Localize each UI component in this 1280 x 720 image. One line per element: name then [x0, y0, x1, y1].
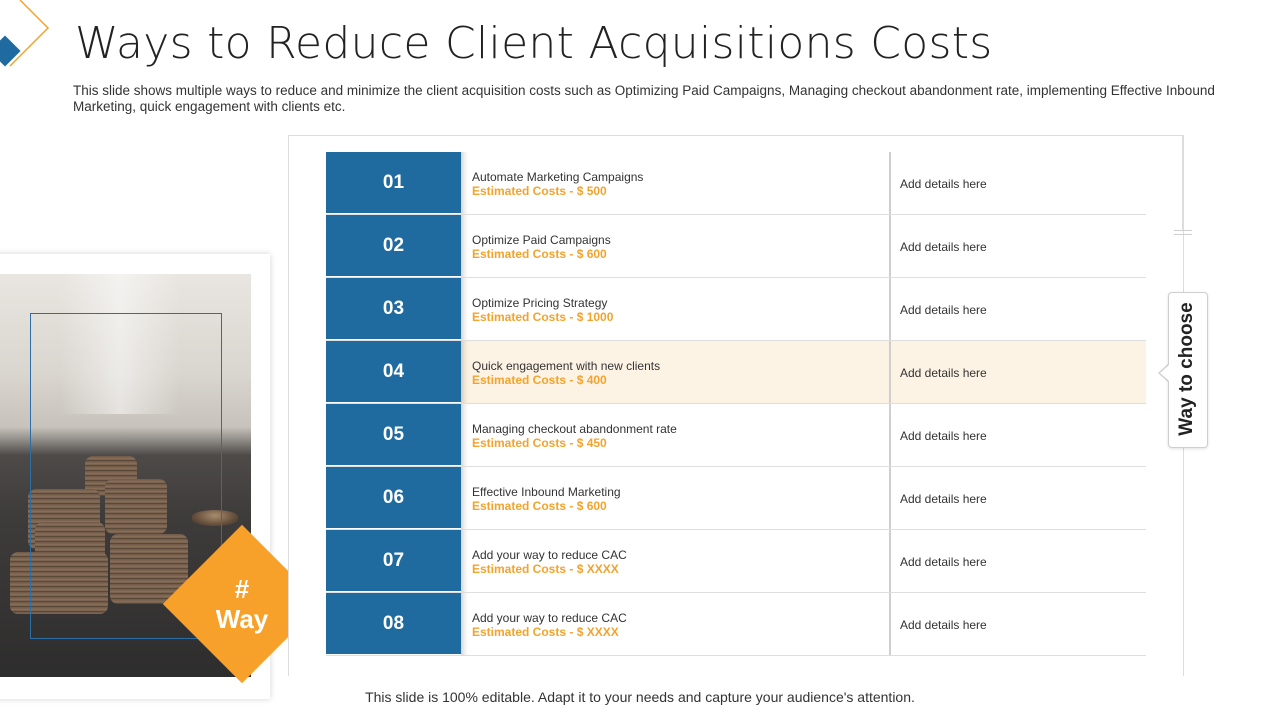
details-text: Add details here [900, 492, 987, 506]
table-row: 01 Automate Marketing Campaigns Estimate… [326, 152, 1146, 215]
column-divider [889, 341, 891, 403]
details-text: Add details here [900, 555, 987, 569]
row-description: Quick engagement with new clients Estima… [461, 341, 889, 403]
row-details: Add details here [891, 152, 1146, 214]
way-name: Optimize Pricing Strategy [472, 296, 608, 310]
row-description: Add your way to reduce CAC Estimated Cos… [461, 593, 889, 655]
frame-tick-line [1174, 234, 1192, 235]
column-divider [889, 467, 891, 529]
row-details: Add details here [891, 215, 1146, 277]
way-name: Optimize Paid Campaigns [472, 233, 611, 247]
details-text: Add details here [900, 618, 987, 632]
estimated-cost: Estimated Costs - $ 1000 [472, 310, 614, 324]
table-row: 03 Optimize Pricing Strategy Estimated C… [326, 278, 1146, 341]
estimated-cost: Estimated Costs - $ 600 [472, 247, 607, 261]
photo-window-light [60, 274, 180, 414]
row-number: 04 [326, 341, 461, 403]
footer-text: This slide is 100% editable. Adapt it to… [365, 689, 915, 705]
row-number: 06 [326, 467, 461, 529]
ways-table: 01 Automate Marketing Campaigns Estimate… [326, 152, 1146, 656]
way-badge-hash: # [234, 574, 250, 604]
table-row: 07 Add your way to reduce CAC Estimated … [326, 530, 1146, 593]
row-details: Add details here [891, 341, 1146, 403]
page-title: Ways to Reduce Client Acquisitions Costs [75, 18, 993, 69]
details-text: Add details here [900, 303, 987, 317]
way-name: Automate Marketing Campaigns [472, 170, 644, 184]
details-text: Add details here [900, 366, 987, 380]
footer-note: This slide is 100% editable. Adapt it to… [0, 689, 1280, 705]
column-divider [889, 152, 891, 214]
column-divider [889, 215, 891, 277]
row-details: Add details here [891, 404, 1146, 466]
table-row-highlighted: 04 Quick engagement with new clients Est… [326, 341, 1146, 404]
row-details: Add details here [891, 593, 1146, 655]
estimated-cost: Estimated Costs - $ 600 [472, 499, 607, 513]
coin-stack [10, 552, 108, 614]
way-name: Add your way to reduce CAC [472, 548, 627, 562]
column-divider [889, 278, 891, 340]
row-number: 05 [326, 404, 461, 466]
frame-tick-line [1174, 230, 1192, 231]
row-number: 07 [326, 530, 461, 592]
row-description: Managing checkout abandonment rate Estim… [461, 404, 889, 466]
way-badge-label: Way [215, 604, 269, 634]
way-name: Managing checkout abandonment rate [472, 422, 677, 436]
row-description: Optimize Paid Campaigns Estimated Costs … [461, 215, 889, 277]
row-number: 01 [326, 152, 461, 214]
details-text: Add details here [900, 429, 987, 443]
row-number: 02 [326, 215, 461, 277]
way-name: Quick engagement with new clients [472, 359, 661, 373]
details-text: Add details here [900, 240, 987, 254]
callout-pointer-fill [1160, 365, 1169, 381]
column-divider [889, 593, 891, 655]
estimated-cost: Estimated Costs - $ XXXX [472, 625, 619, 639]
page-subtitle: This slide shows multiple ways to reduce… [73, 83, 1215, 114]
row-description: Add your way to reduce CAC Estimated Cos… [461, 530, 889, 592]
coin [192, 510, 238, 526]
row-number: 08 [326, 593, 461, 655]
coin-stack [105, 479, 167, 534]
row-details: Add details here [891, 467, 1146, 529]
column-divider [889, 404, 891, 466]
row-number: 03 [326, 278, 461, 340]
row-details: Add details here [891, 278, 1146, 340]
estimated-cost: Estimated Costs - $ XXXX [472, 562, 619, 576]
row-description: Optimize Pricing Strategy Estimated Cost… [461, 278, 889, 340]
row-details: Add details here [891, 530, 1146, 592]
row-description: Effective Inbound Marketing Estimated Co… [461, 467, 889, 529]
table-row: 06 Effective Inbound Marketing Estimated… [326, 467, 1146, 530]
way-to-choose-label: Way to choose [1176, 302, 1197, 436]
table-row: 08 Add your way to reduce CAC Estimated … [326, 593, 1146, 656]
estimated-cost: Estimated Costs - $ 400 [472, 373, 607, 387]
column-divider [889, 530, 891, 592]
table-row: 05 Managing checkout abandonment rate Es… [326, 404, 1146, 467]
way-name: Add your way to reduce CAC [472, 611, 627, 625]
way-name: Effective Inbound Marketing [472, 485, 621, 499]
frame-tick [1182, 135, 1183, 230]
estimated-cost: Estimated Costs - $ 450 [472, 436, 607, 450]
estimated-cost: Estimated Costs - $ 500 [472, 184, 607, 198]
corner-decoration [0, 0, 50, 67]
details-text: Add details here [900, 177, 987, 191]
coins-photo [0, 274, 251, 677]
table-row: 02 Optimize Paid Campaigns Estimated Cos… [326, 215, 1146, 278]
photo-frame [30, 313, 222, 639]
row-description: Automate Marketing Campaigns Estimated C… [461, 152, 889, 214]
way-badge-text: # Way [170, 574, 314, 634]
